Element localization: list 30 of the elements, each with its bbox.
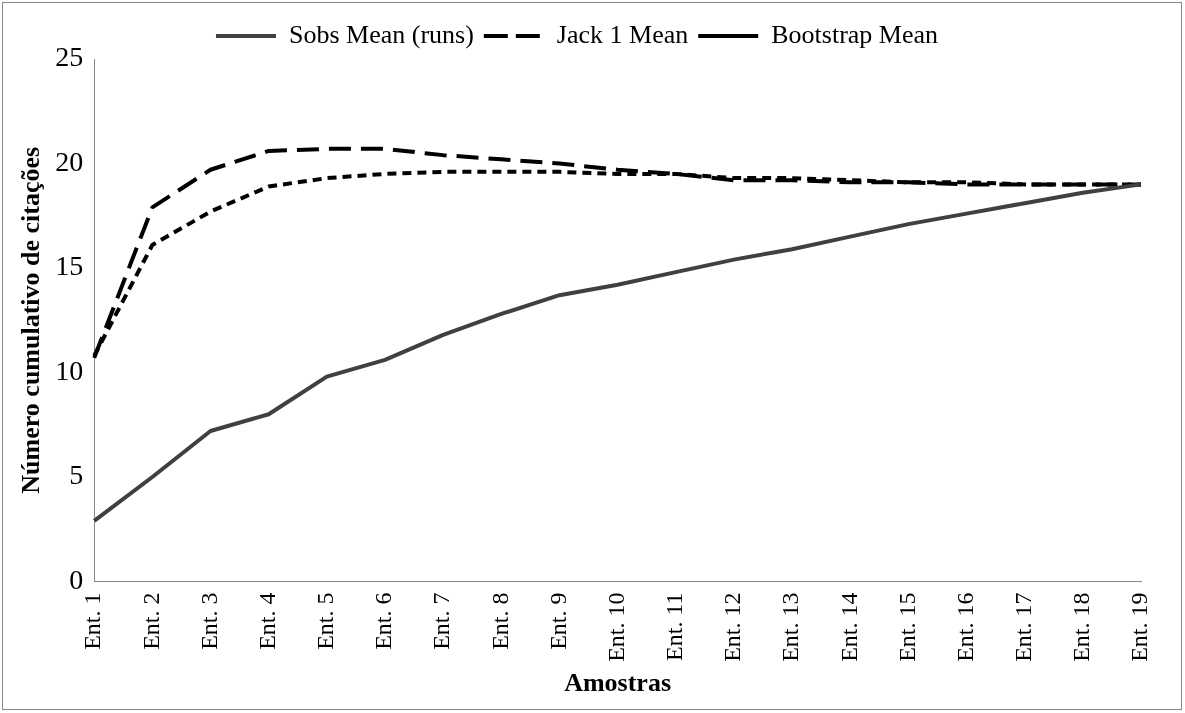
x-tick-label: Ent. 4 bbox=[253, 592, 280, 650]
y-tick-label: 5 bbox=[69, 459, 84, 491]
y-tick-label: 15 bbox=[55, 250, 84, 282]
x-tick-label: Ent. 9 bbox=[544, 592, 571, 650]
y-tick-label: 10 bbox=[55, 354, 84, 386]
x-tick-label: Ent. 12 bbox=[719, 592, 746, 662]
x-tick-label: Ent. 13 bbox=[777, 592, 804, 662]
x-tick-label: Ent. 18 bbox=[1068, 592, 1095, 662]
x-tick-label: Ent. 3 bbox=[195, 592, 222, 650]
legend-label: Jack 1 Mean bbox=[556, 19, 689, 49]
x-tick-label: Ent. 16 bbox=[951, 592, 978, 662]
x-tick-label: Ent. 5 bbox=[312, 592, 339, 650]
x-tick-label: Ent. 19 bbox=[1126, 592, 1153, 662]
legend-label: Sobs Mean (runs) bbox=[288, 19, 474, 49]
x-tick-label: Ent. 2 bbox=[137, 592, 164, 650]
x-tick-label: Ent. 10 bbox=[602, 592, 629, 662]
y-axis-title: Número cumulativo de citações bbox=[16, 146, 46, 494]
x-tick-label: Ent. 17 bbox=[1009, 592, 1036, 662]
x-tick-label: Ent. 6 bbox=[370, 592, 397, 650]
x-tick-label: Ent. 11 bbox=[661, 592, 688, 661]
x-tick-label: Ent. 15 bbox=[893, 592, 920, 662]
legend-label: Bootstrap Mean bbox=[771, 19, 939, 49]
x-tick-label: Ent. 1 bbox=[79, 592, 106, 650]
x-tick-label: Ent. 7 bbox=[428, 592, 455, 650]
y-tick-label: 0 bbox=[69, 563, 84, 595]
y-tick-label: 25 bbox=[55, 41, 84, 73]
x-axis-title: Amostras bbox=[564, 668, 672, 698]
x-tick-label: Ent. 14 bbox=[835, 592, 862, 662]
y-tick-label: 20 bbox=[55, 145, 84, 177]
x-tick-label: Ent. 8 bbox=[486, 592, 513, 650]
